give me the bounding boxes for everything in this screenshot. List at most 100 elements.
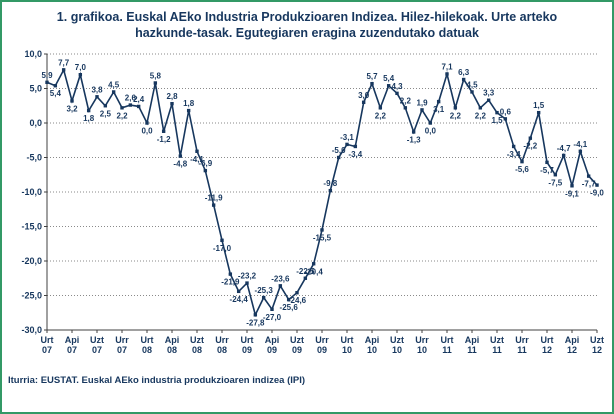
x-axis-tick-label: Uzt 12 bbox=[590, 335, 604, 355]
data-point bbox=[478, 105, 483, 110]
data-point-label: 0,6 bbox=[500, 107, 512, 116]
data-point bbox=[420, 107, 424, 112]
data-point bbox=[61, 67, 66, 72]
data-point bbox=[245, 280, 249, 285]
y-axis-tick-label: -30,0 bbox=[21, 325, 42, 335]
data-point bbox=[528, 135, 533, 140]
data-point bbox=[303, 276, 308, 280]
data-point bbox=[370, 81, 374, 85]
data-point bbox=[445, 71, 449, 76]
x-axis-tick-label: Uzt 08 bbox=[190, 335, 204, 355]
data-point bbox=[570, 183, 574, 187]
data-point-label: 2,6 bbox=[125, 93, 137, 102]
data-point bbox=[320, 227, 324, 232]
data-point-label: -6,9 bbox=[198, 159, 212, 168]
data-point bbox=[453, 105, 458, 110]
data-point-label: 0,0 bbox=[141, 126, 153, 135]
y-axis-tick-label: -5,0 bbox=[26, 152, 42, 162]
data-point bbox=[345, 142, 349, 146]
chart-frame: 1. grafikoa. Euskal AEko Industria Produ… bbox=[2, 2, 612, 386]
data-point-label: 2,8 bbox=[166, 92, 178, 101]
data-point bbox=[78, 72, 83, 76]
x-axis-tick-label: Urr 09 bbox=[315, 335, 329, 355]
data-point bbox=[53, 83, 58, 87]
data-point-label: 1,5 bbox=[533, 101, 545, 110]
data-point-label: -7,5 bbox=[548, 178, 562, 187]
x-axis-tick-label: Api 08 bbox=[165, 335, 180, 355]
data-point bbox=[586, 173, 591, 178]
data-point bbox=[311, 261, 316, 265]
data-point bbox=[561, 153, 566, 157]
x-axis-tick-label: Urt 07 bbox=[41, 335, 54, 355]
data-point-label: 3,0 bbox=[358, 90, 370, 99]
data-point bbox=[361, 100, 366, 104]
data-point-label: -4,1 bbox=[573, 139, 587, 148]
data-point-label: -15,5 bbox=[313, 233, 332, 242]
data-point bbox=[461, 77, 466, 81]
data-point bbox=[128, 102, 133, 107]
data-point bbox=[261, 295, 266, 299]
y-axis-tick-label: 10,0 bbox=[24, 49, 42, 59]
data-point-label: -9,0 bbox=[590, 188, 604, 197]
data-point-label: -27,8 bbox=[246, 318, 265, 327]
data-point bbox=[186, 108, 191, 112]
data-point-label: -17,0 bbox=[213, 243, 232, 252]
data-point-label: -3,4 bbox=[348, 149, 362, 158]
data-point bbox=[95, 94, 99, 98]
x-axis-tick-label: Urr 07 bbox=[115, 335, 129, 355]
chart-area: 10,0 5,0 0,0 -5,0 -10,0 -15,0 -20,0 -25,0 -30,0 U… bbox=[3, 44, 611, 369]
data-point bbox=[211, 202, 216, 207]
y-axis-tick-label: 5,0 bbox=[29, 83, 42, 93]
data-point-label: 0,0 bbox=[425, 126, 437, 135]
data-point bbox=[436, 99, 441, 103]
data-point-label: -23,2 bbox=[238, 271, 257, 280]
data-point-label: -23,6 bbox=[271, 274, 290, 283]
data-point-label: 4,3 bbox=[391, 81, 403, 90]
data-point bbox=[136, 104, 141, 108]
data-point-label: -9,1 bbox=[565, 189, 579, 198]
data-point bbox=[536, 110, 541, 114]
y-axis-tick-label: -10,0 bbox=[21, 187, 42, 197]
data-point bbox=[428, 120, 433, 125]
data-point-label: 5,7 bbox=[366, 72, 378, 81]
data-point-label: 5,4 bbox=[50, 89, 62, 98]
x-axis-tick-label: Api 12 bbox=[565, 335, 580, 355]
data-point-label: 3,1 bbox=[433, 105, 445, 114]
data-point bbox=[236, 289, 241, 293]
data-point-label: -25,6 bbox=[280, 303, 299, 312]
data-point bbox=[145, 120, 149, 125]
data-point-label: -24,6 bbox=[288, 296, 307, 305]
data-point-label: -11,9 bbox=[205, 193, 223, 202]
data-point-label: 1,8 bbox=[83, 114, 95, 123]
x-axis-tick-label: Uzt 09 bbox=[290, 335, 304, 355]
x-axis-tick-label: Urr 08 bbox=[215, 335, 229, 355]
data-point-label: -5,6 bbox=[515, 165, 529, 174]
data-point-label: -2,2 bbox=[523, 141, 537, 150]
data-point bbox=[220, 238, 224, 242]
x-axis-tick-label: Api 10 bbox=[365, 335, 380, 355]
data-point-label: -4,1 bbox=[190, 154, 204, 163]
data-point bbox=[103, 103, 108, 107]
y-axis-tick-label: 0,0 bbox=[29, 118, 42, 128]
data-point bbox=[178, 153, 183, 158]
data-point bbox=[195, 149, 199, 153]
x-axis-tick-label: Urr 11 bbox=[515, 335, 529, 355]
data-point-label: 6,3 bbox=[458, 68, 470, 77]
data-point-label: 2,2 bbox=[116, 111, 128, 120]
data-point bbox=[470, 89, 474, 94]
data-point bbox=[120, 105, 124, 110]
data-point-label: 1,9 bbox=[416, 98, 428, 107]
data-point bbox=[336, 155, 341, 159]
data-point bbox=[353, 144, 358, 148]
data-point-label: 1,8 bbox=[183, 99, 195, 108]
data-point-label: -3,4 bbox=[507, 149, 521, 158]
data-point bbox=[553, 172, 558, 176]
data-point bbox=[161, 129, 166, 133]
data-point-label: -4,8 bbox=[173, 159, 187, 168]
data-point bbox=[595, 182, 599, 187]
x-axis-tick-label: Urt 09 bbox=[241, 335, 254, 355]
data-point bbox=[153, 80, 158, 85]
data-point-label: 3,2 bbox=[66, 104, 78, 113]
data-point bbox=[495, 110, 499, 114]
data-point bbox=[486, 98, 491, 102]
